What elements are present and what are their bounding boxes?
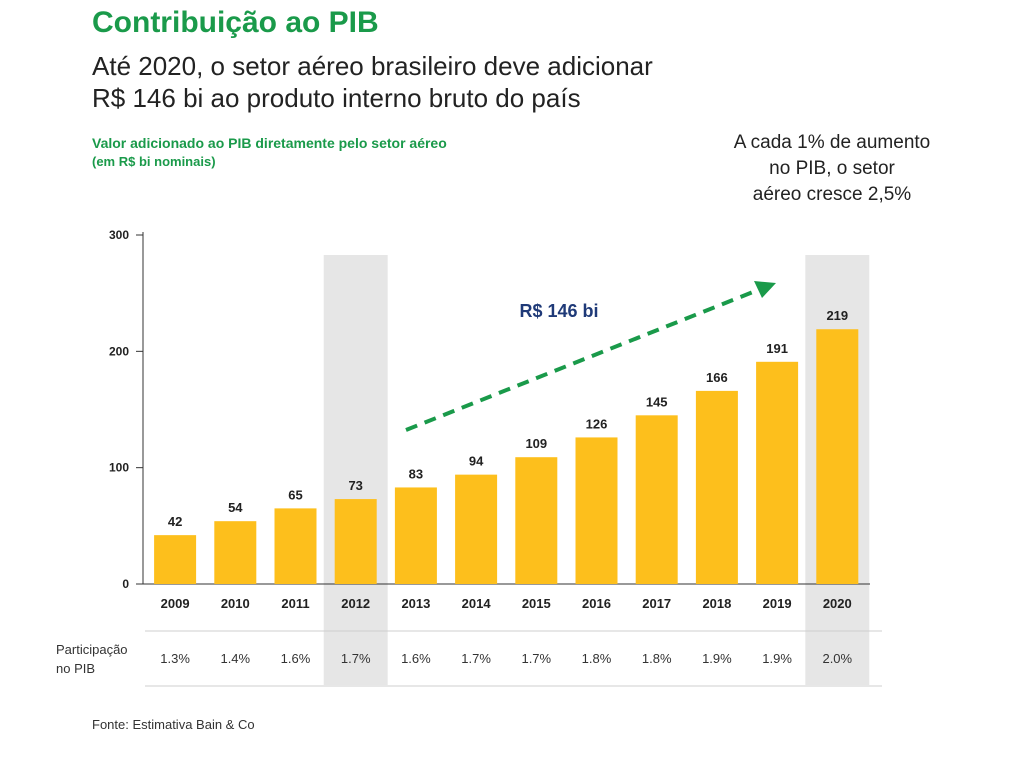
share-value-2009: 1.3% bbox=[160, 651, 190, 666]
data-label-2012: 73 bbox=[348, 478, 362, 493]
data-label-2014: 94 bbox=[469, 454, 484, 469]
x-tick-label-2010: 2010 bbox=[221, 596, 250, 611]
bar-2018 bbox=[695, 390, 738, 584]
x-tick-label-2013: 2013 bbox=[401, 596, 430, 611]
share-value-2018: 1.9% bbox=[702, 651, 732, 666]
x-tick-label-2020: 2020 bbox=[823, 596, 852, 611]
x-tick-label-2016: 2016 bbox=[582, 596, 611, 611]
bar-2012 bbox=[334, 499, 377, 584]
data-label-2019: 191 bbox=[766, 341, 788, 356]
growth-note-line-3: aéreo cresce 2,5% bbox=[752, 184, 912, 205]
page-subtitle: Até 2020, o setor aéreo brasileiro deve … bbox=[92, 50, 792, 114]
bar-2014 bbox=[455, 474, 498, 584]
bar-2020 bbox=[816, 329, 859, 584]
highlight-column-2012 bbox=[323, 255, 388, 685]
data-label-2013: 83 bbox=[409, 466, 423, 481]
x-tick-label-2017: 2017 bbox=[642, 596, 671, 611]
growth-annotation-label: R$ 146 bi bbox=[519, 301, 598, 321]
growth-note-line-1: A cada 1% de aumento bbox=[733, 132, 931, 153]
share-row-label-line-1: Participação bbox=[56, 642, 128, 657]
share-value-2016: 1.8% bbox=[582, 651, 612, 666]
growth-note-line-2: no PIB, o setor bbox=[769, 158, 895, 179]
growth-arrow-line bbox=[405, 288, 759, 432]
share-row-label: Participação no PIB bbox=[56, 640, 156, 678]
data-label-2011: 65 bbox=[288, 487, 302, 502]
growth-arrow-head bbox=[754, 281, 776, 298]
share-value-2015: 1.7% bbox=[521, 651, 551, 666]
data-label-2018: 166 bbox=[706, 370, 728, 385]
y-tick-label: 0 bbox=[122, 577, 129, 591]
share-value-2014: 1.7% bbox=[461, 651, 491, 666]
x-tick-label-2015: 2015 bbox=[522, 596, 551, 611]
share-value-2012: 1.7% bbox=[341, 651, 371, 666]
data-label-2010: 54 bbox=[228, 500, 243, 515]
bar-2011 bbox=[274, 508, 317, 584]
share-value-2011: 1.6% bbox=[281, 651, 311, 666]
bar-2015 bbox=[515, 457, 558, 584]
y-tick-label: 100 bbox=[109, 461, 129, 475]
share-value-2019: 1.9% bbox=[762, 651, 792, 666]
data-label-2015: 109 bbox=[525, 436, 547, 451]
page-title: Contribuição ao PIB bbox=[92, 6, 379, 39]
x-tick-label-2014: 2014 bbox=[462, 596, 492, 611]
bar-2017 bbox=[635, 415, 678, 584]
share-value-2020: 2.0% bbox=[822, 651, 852, 666]
y-tick-label: 200 bbox=[109, 344, 129, 358]
share-row-label-line-2: no PIB bbox=[56, 661, 96, 676]
bar-2013 bbox=[394, 487, 437, 584]
bar-2010 bbox=[214, 521, 257, 584]
subtitle-line-1: Até 2020, o setor aéreo brasileiro deve … bbox=[92, 51, 653, 81]
source-note: Fonte: Estimativa Bain & Co bbox=[92, 717, 255, 732]
x-tick-label-2009: 2009 bbox=[161, 596, 190, 611]
x-tick-label-2012: 2012 bbox=[341, 596, 370, 611]
data-label-2016: 126 bbox=[586, 416, 608, 431]
share-value-2017: 1.8% bbox=[642, 651, 672, 666]
bar-2019 bbox=[756, 361, 799, 584]
y-tick-label: 300 bbox=[109, 228, 129, 242]
data-label-2020: 219 bbox=[826, 308, 848, 323]
data-label-2017: 145 bbox=[646, 394, 668, 409]
chart-title: Valor adicionado ao PIB diretamente pelo… bbox=[92, 135, 447, 151]
growth-note: A cada 1% de aumento no PIB, o setor aér… bbox=[712, 130, 952, 208]
share-value-2013: 1.6% bbox=[401, 651, 431, 666]
data-label-2009: 42 bbox=[168, 514, 182, 529]
chart-subtitle: (em R$ bi nominais) bbox=[92, 154, 216, 169]
x-tick-label-2018: 2018 bbox=[702, 596, 731, 611]
bar-2016 bbox=[575, 437, 618, 584]
x-tick-label-2011: 2011 bbox=[281, 596, 309, 611]
bar-2009 bbox=[154, 535, 197, 584]
share-value-2010: 1.4% bbox=[220, 651, 250, 666]
subtitle-line-2: R$ 146 bi ao produto interno bruto do pa… bbox=[92, 83, 581, 113]
x-tick-label-2019: 2019 bbox=[763, 596, 792, 611]
